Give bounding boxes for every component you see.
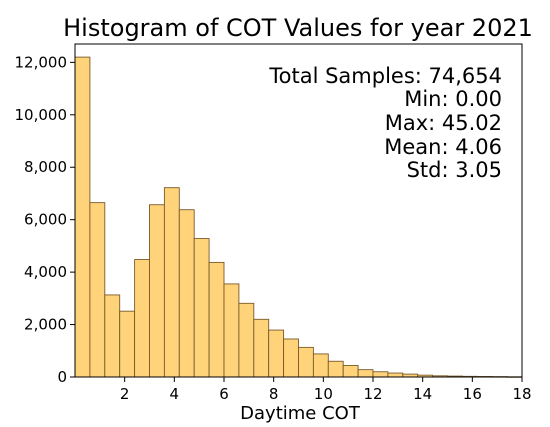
y-tick-label: 6,000 [24,211,67,229]
x-tick-label: 8 [269,385,279,403]
x-tick-label: 18 [512,385,531,403]
y-tick-label: 4,000 [24,263,67,281]
x-axis-label: Daytime COT [240,403,361,424]
histogram-bar [163,187,180,378]
histogram-bar [119,310,136,378]
histogram-bar [134,259,150,378]
y-tick-label: 0 [57,368,67,386]
y-tick-label: 10,000 [15,106,68,124]
x-tick-label: 14 [413,385,432,403]
x-tick-label: 2 [120,385,130,403]
stat-std: Std: 3.05 [407,158,502,182]
histogram-bar [342,365,359,378]
histogram-bar [89,202,106,378]
histogram-bar [149,204,165,378]
stat-mean: Mean: 4.06 [384,135,502,159]
histogram-bar [253,318,270,378]
histogram-bar [193,238,210,378]
histogram-bar [268,329,285,378]
histogram-bar [298,346,314,378]
x-tick-label: 4 [170,385,180,403]
stat-max: Max: 45.02 [385,111,502,135]
histogram-bar [104,294,121,378]
y-tick-label: 8,000 [24,158,67,176]
histogram-bar [178,209,195,378]
histogram-bar [283,338,299,378]
stats-box: Total Samples: 74,654 Min: 0.00 Max: 45.… [268,64,502,182]
histogram-bar [387,372,404,378]
histogram-bar [372,371,389,378]
histogram-bar [357,369,374,378]
histogram-bar [238,302,255,378]
histogram-bar [208,261,225,378]
bars-group [74,56,523,378]
histogram-bar [223,283,240,378]
y-tick-label: 12,000 [15,53,68,71]
x-tick-label: 6 [219,385,229,403]
x-tick-label: 12 [363,385,382,403]
plot-frame [74,43,523,378]
stat-min: Min: 0.00 [404,87,502,111]
axes-group: 2 4 6 8 10 12 14 16 18 0 2,000 4,000 6,000 8,000 10,00… [15,43,532,403]
chart-title: Histogram of COT Values for year 2021 [63,14,533,42]
y-tick-label: 2,000 [24,316,67,334]
histogram-bar [74,56,91,378]
stat-total-samples: Total Samples: 74,654 [268,64,502,88]
histogram-bar [312,353,329,378]
x-tick-label: 16 [463,385,482,403]
x-tick-label: 10 [314,385,333,403]
histogram-bar [327,360,344,378]
